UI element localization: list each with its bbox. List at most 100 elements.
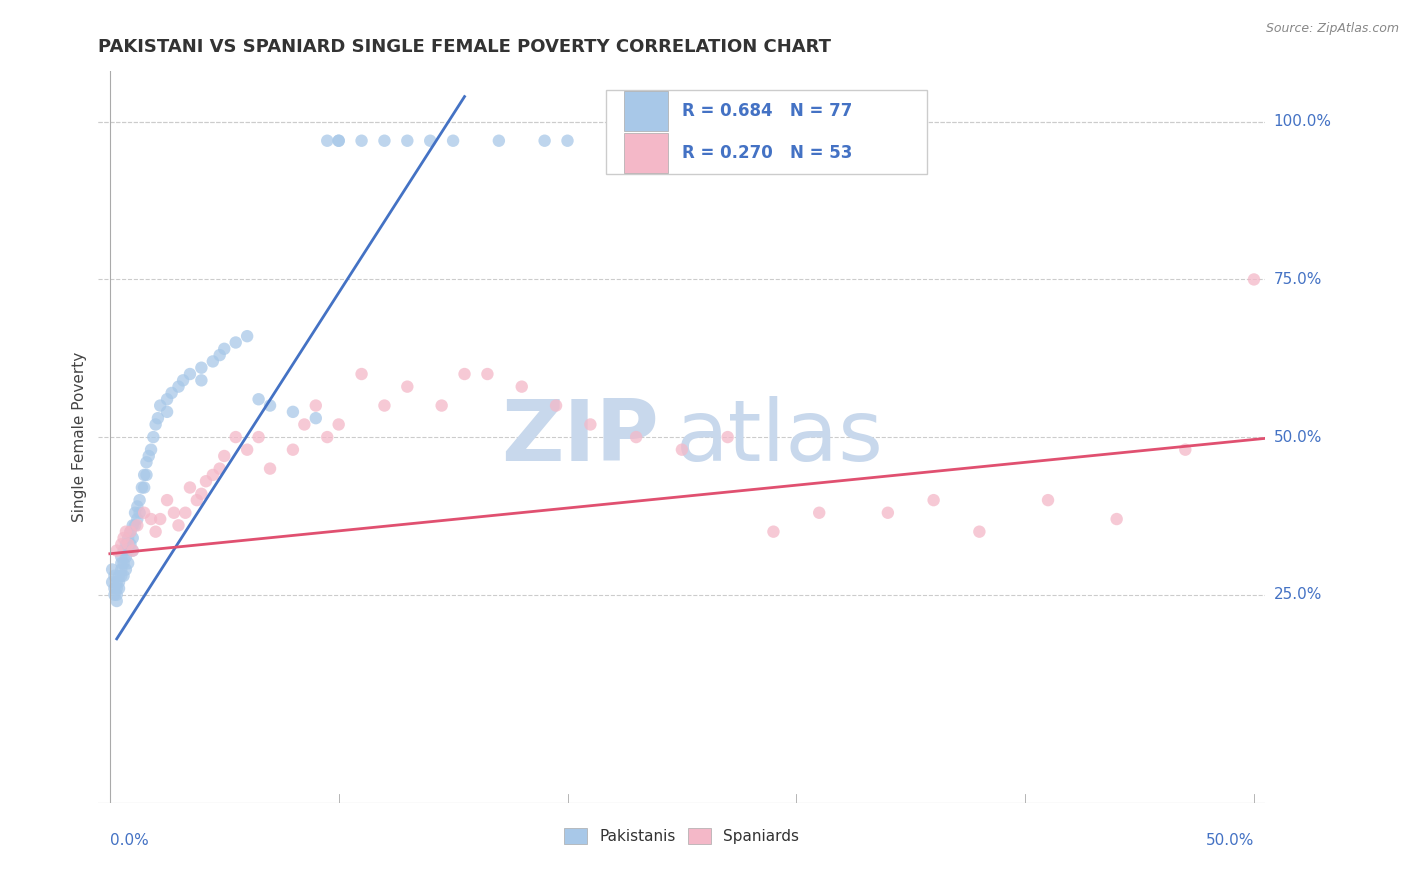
Point [120, 524, 142, 539]
Point [134, 506, 156, 520]
Point [145, 417, 167, 432]
Point [142, 430, 165, 444]
Point [419, 134, 441, 148]
Point [135, 467, 157, 482]
Point [112, 556, 135, 570]
Point [128, 493, 150, 508]
Point [115, 537, 138, 551]
Point [208, 348, 231, 362]
Point [103, 582, 125, 596]
Point [105, 543, 128, 558]
Point [121, 518, 143, 533]
Point [115, 549, 138, 564]
Point [105, 594, 128, 608]
Point [876, 506, 898, 520]
Point [396, 379, 419, 393]
Point [328, 134, 350, 148]
Point [160, 386, 183, 401]
Point [259, 461, 281, 475]
Point [117, 556, 139, 570]
Point [190, 360, 212, 375]
Text: atlas: atlas [676, 395, 884, 479]
Text: 0.0%: 0.0% [110, 833, 149, 848]
Point [112, 531, 135, 545]
Point [544, 399, 567, 413]
Point [108, 582, 131, 596]
Point [110, 549, 132, 564]
Point [121, 543, 143, 558]
Point [328, 417, 350, 432]
Text: R = 0.684   N = 77: R = 0.684 N = 77 [682, 102, 852, 120]
Point [117, 543, 139, 558]
FancyBboxPatch shape [606, 90, 927, 174]
Text: 25.0%: 25.0% [1274, 587, 1322, 602]
Point [145, 524, 167, 539]
Point [441, 134, 464, 148]
Point [117, 531, 139, 545]
Point [510, 379, 533, 393]
Point [167, 379, 190, 393]
Point [110, 537, 132, 551]
Point [134, 467, 156, 482]
Point [156, 493, 179, 508]
Point [108, 569, 131, 583]
Point [135, 455, 157, 469]
Point [328, 134, 350, 148]
Point [190, 373, 212, 387]
Point [121, 531, 143, 545]
Point [146, 411, 169, 425]
Point [533, 134, 555, 148]
Point [115, 524, 138, 539]
Point [103, 569, 125, 583]
Point [134, 481, 156, 495]
Point [350, 367, 373, 381]
Point [149, 512, 172, 526]
Point [131, 481, 153, 495]
Point [225, 335, 247, 350]
Point [292, 417, 315, 432]
Point [112, 569, 135, 583]
Text: ZIP: ZIP [501, 395, 658, 479]
Point [247, 392, 270, 407]
Point [1105, 512, 1128, 526]
Point [108, 575, 131, 590]
Point [671, 442, 693, 457]
Point [101, 562, 124, 576]
Point [305, 399, 328, 413]
Point [214, 449, 236, 463]
Text: 50.0%: 50.0% [1274, 430, 1322, 444]
Text: 75.0%: 75.0% [1274, 272, 1322, 287]
Point [247, 430, 270, 444]
Point [808, 506, 831, 520]
Point [105, 588, 128, 602]
Point [316, 430, 339, 444]
Point [120, 524, 142, 539]
Point [557, 134, 579, 148]
Point [117, 537, 139, 551]
Point [121, 543, 143, 558]
Point [477, 367, 499, 381]
Point [186, 493, 208, 508]
Point [762, 524, 785, 539]
Point [194, 474, 217, 488]
Point [281, 442, 304, 457]
Point [579, 417, 602, 432]
Point [110, 562, 132, 576]
Text: 100.0%: 100.0% [1274, 114, 1331, 129]
Point [127, 512, 149, 526]
Point [373, 399, 395, 413]
Point [373, 134, 395, 148]
Point [602, 134, 624, 148]
Point [138, 449, 160, 463]
Point [350, 134, 373, 148]
Point [208, 461, 231, 475]
Text: Source: ZipAtlas.com: Source: ZipAtlas.com [1265, 22, 1399, 36]
Point [236, 442, 259, 457]
Point [112, 543, 135, 558]
Point [488, 134, 510, 148]
Point [128, 506, 150, 520]
Point [103, 588, 125, 602]
Point [225, 430, 247, 444]
Point [105, 575, 128, 590]
Point [110, 556, 132, 570]
